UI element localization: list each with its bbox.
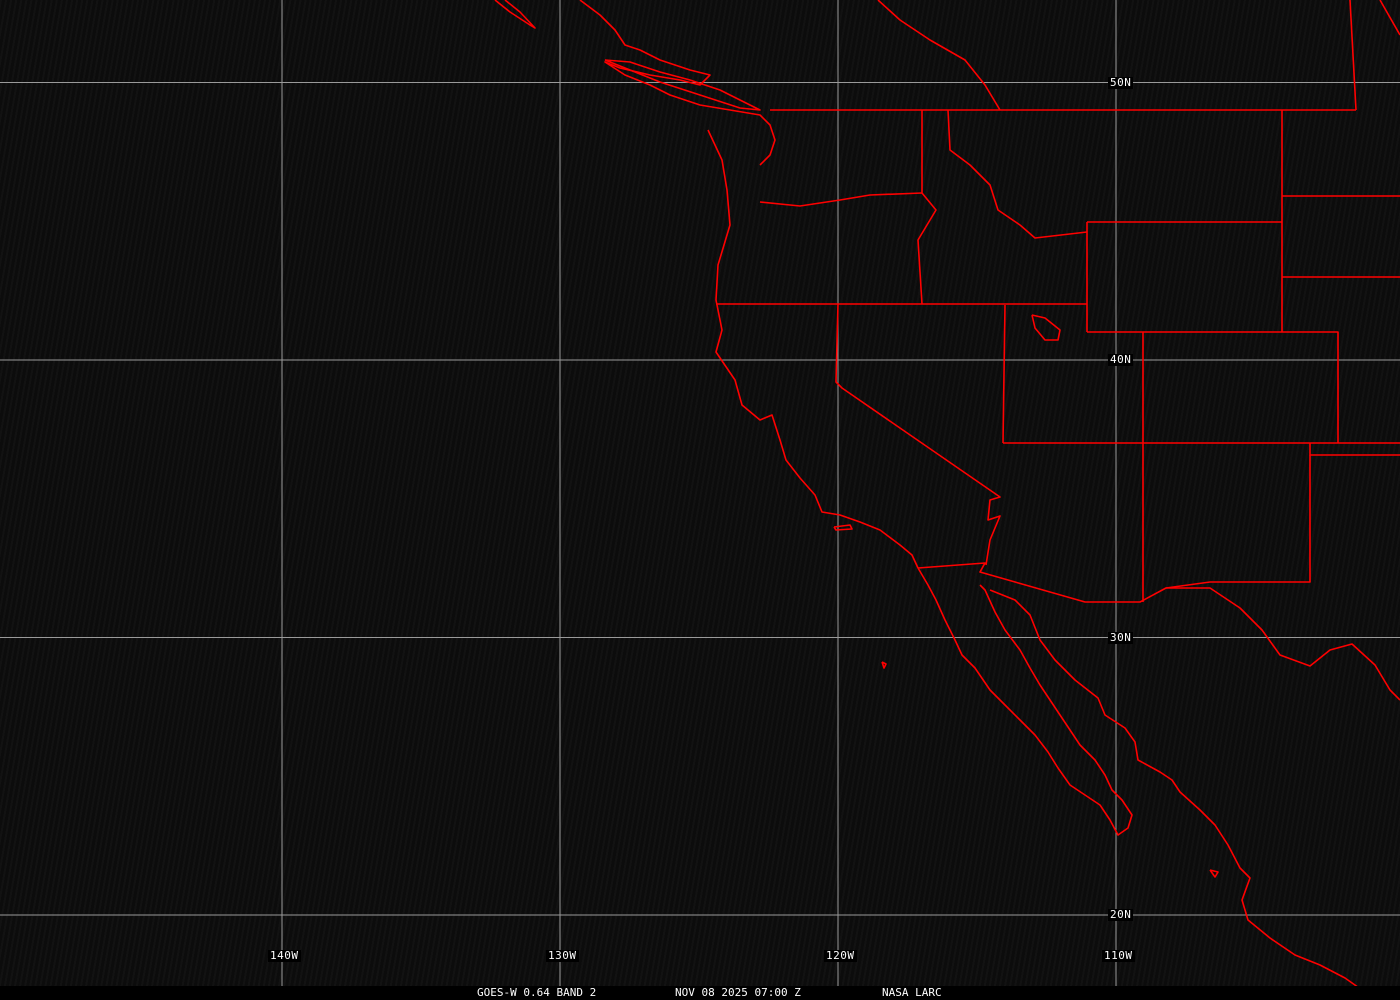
sask-manitoba-border — [1349, 0, 1357, 111]
ut-co-border — [1087, 331, 1144, 602]
manitoba-border — [1379, 0, 1400, 36]
island — [1209, 869, 1219, 878]
bc-interior-border — [877, 0, 1001, 111]
us-west-coast — [707, 129, 919, 569]
latitude-label: 30N — [1108, 630, 1134, 644]
or-id-border — [917, 110, 937, 305]
channel-islands — [833, 524, 853, 531]
bc-coast — [579, 0, 776, 166]
longitude-label: 120W — [824, 949, 857, 962]
nm-tx-border — [1309, 443, 1400, 456]
nm-east-border — [1165, 455, 1311, 589]
great-salt-lake — [1031, 314, 1061, 341]
island — [881, 661, 887, 669]
longitude-label: 110W — [1102, 949, 1135, 962]
canada-bc-coast — [494, 0, 536, 29]
caption-source: NASA LARC — [882, 986, 942, 999]
caption-datetime: NOV 08 2025 07:00 Z — [675, 986, 801, 999]
latitude-label: 50N — [1108, 75, 1134, 89]
nv-ut-border — [1002, 304, 1006, 444]
latitude-label: 20N — [1108, 908, 1134, 921]
ca-nv-border — [835, 303, 1001, 566]
longitude-label: 140W — [268, 949, 301, 962]
caption-product: GOES-W 0.64 BAND 2 — [477, 986, 597, 999]
wa-or-border — [759, 192, 923, 207]
latitude-label: 40N — [1108, 353, 1134, 366]
us-mexico-border — [917, 562, 1400, 701]
mexico-mainland-coast — [989, 589, 1363, 991]
longitude-label: 130W — [546, 949, 579, 962]
image-caption: GOES-W 0.64 BAND 2 NOV 08 2025 07:00 Z N… — [0, 986, 1400, 1000]
baja-west-coast — [917, 567, 1133, 836]
id-mt-border — [947, 109, 1088, 239]
vancouver-island — [604, 59, 761, 111]
wy-co-border — [1143, 331, 1339, 443]
